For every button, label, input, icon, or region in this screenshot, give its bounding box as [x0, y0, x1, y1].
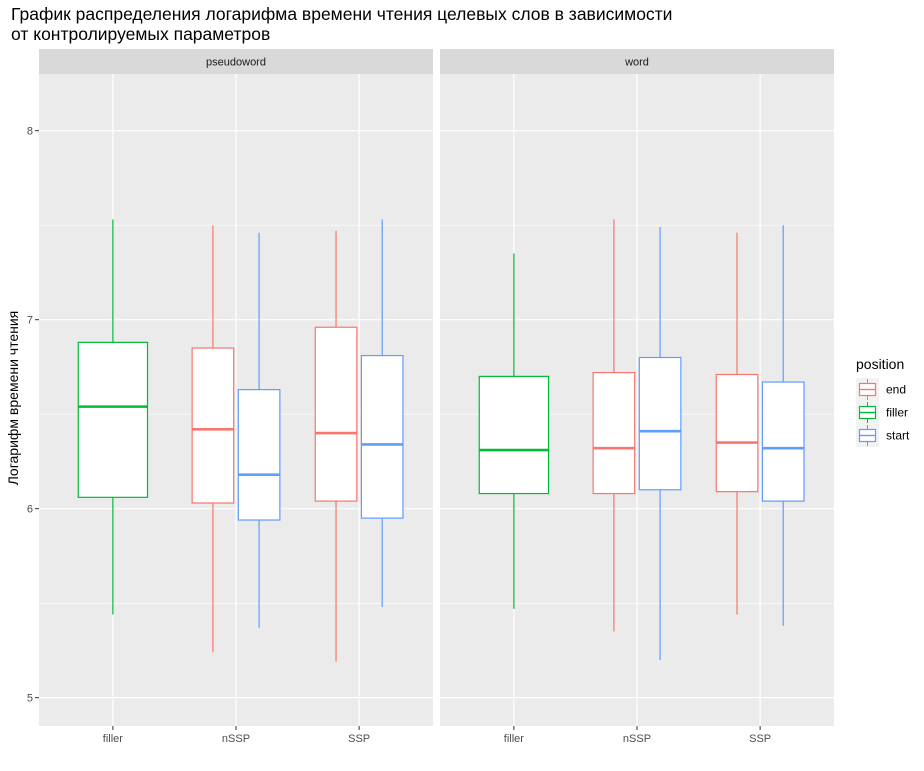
box-SSP-start — [761, 225, 805, 626]
legend-title: position — [856, 356, 904, 372]
legend-key-start — [856, 424, 879, 447]
box-SSP-start — [360, 219, 404, 607]
y-tick-label: 5 — [27, 693, 33, 705]
box-SSP-end — [715, 232, 759, 615]
box-iqr — [592, 371, 636, 495]
x-tick-label: filler — [103, 733, 124, 745]
x-tick-label: filler — [504, 733, 525, 745]
box-nSSP-end — [592, 219, 636, 632]
legend: end filler start — [856, 378, 910, 447]
box-filler-filler — [478, 253, 550, 609]
box-iqr — [314, 326, 358, 502]
facet-strip — [39, 49, 433, 74]
x-tick-label: SSP — [348, 733, 370, 745]
facet-strip-label: word — [624, 57, 649, 69]
box-filler-filler — [77, 219, 149, 615]
box-iqr — [77, 341, 149, 498]
box-iqr — [360, 354, 404, 519]
legend-key-end — [856, 378, 879, 401]
box-iqr — [715, 373, 759, 493]
legend-label-filler: filler — [886, 406, 908, 420]
box-iqr — [191, 347, 235, 504]
box-iqr — [761, 381, 805, 502]
x-tick-label: nSSP — [222, 733, 250, 745]
box-nSSP-end — [191, 225, 235, 653]
chart-title: График распределения логарифма времени ч… — [11, 4, 771, 44]
box-nSSP-start — [237, 232, 281, 628]
chart-title-line-2: от контролируемых параметров — [11, 24, 271, 44]
chart-title-line-1: График распределения логарифма времени ч… — [11, 4, 673, 24]
legend-label-start: start — [886, 429, 910, 443]
facet-panel-word: word filler nSSP SSP — [440, 49, 834, 745]
facet-strip-label: pseudoword — [206, 57, 266, 69]
box-SSP-end — [314, 230, 358, 662]
y-tick-label: 8 — [27, 126, 33, 138]
facet-strip — [440, 49, 834, 74]
legend-key-filler — [856, 401, 879, 424]
y-axis-title: Логарифм времени чтения — [5, 311, 21, 486]
legend-label-end: end — [886, 383, 906, 397]
box-iqr — [478, 375, 550, 495]
y-tick-label: 6 — [27, 504, 33, 516]
box-iqr — [237, 389, 281, 521]
facet-panel-pseudoword: pseudoword filler nSSP SSP — [39, 49, 433, 745]
x-tick-label: SSP — [749, 733, 771, 745]
box-nSSP-start — [638, 227, 682, 660]
y-tick-label: 7 — [27, 315, 33, 327]
box-iqr — [638, 356, 682, 491]
x-tick-label: nSSP — [623, 733, 651, 745]
